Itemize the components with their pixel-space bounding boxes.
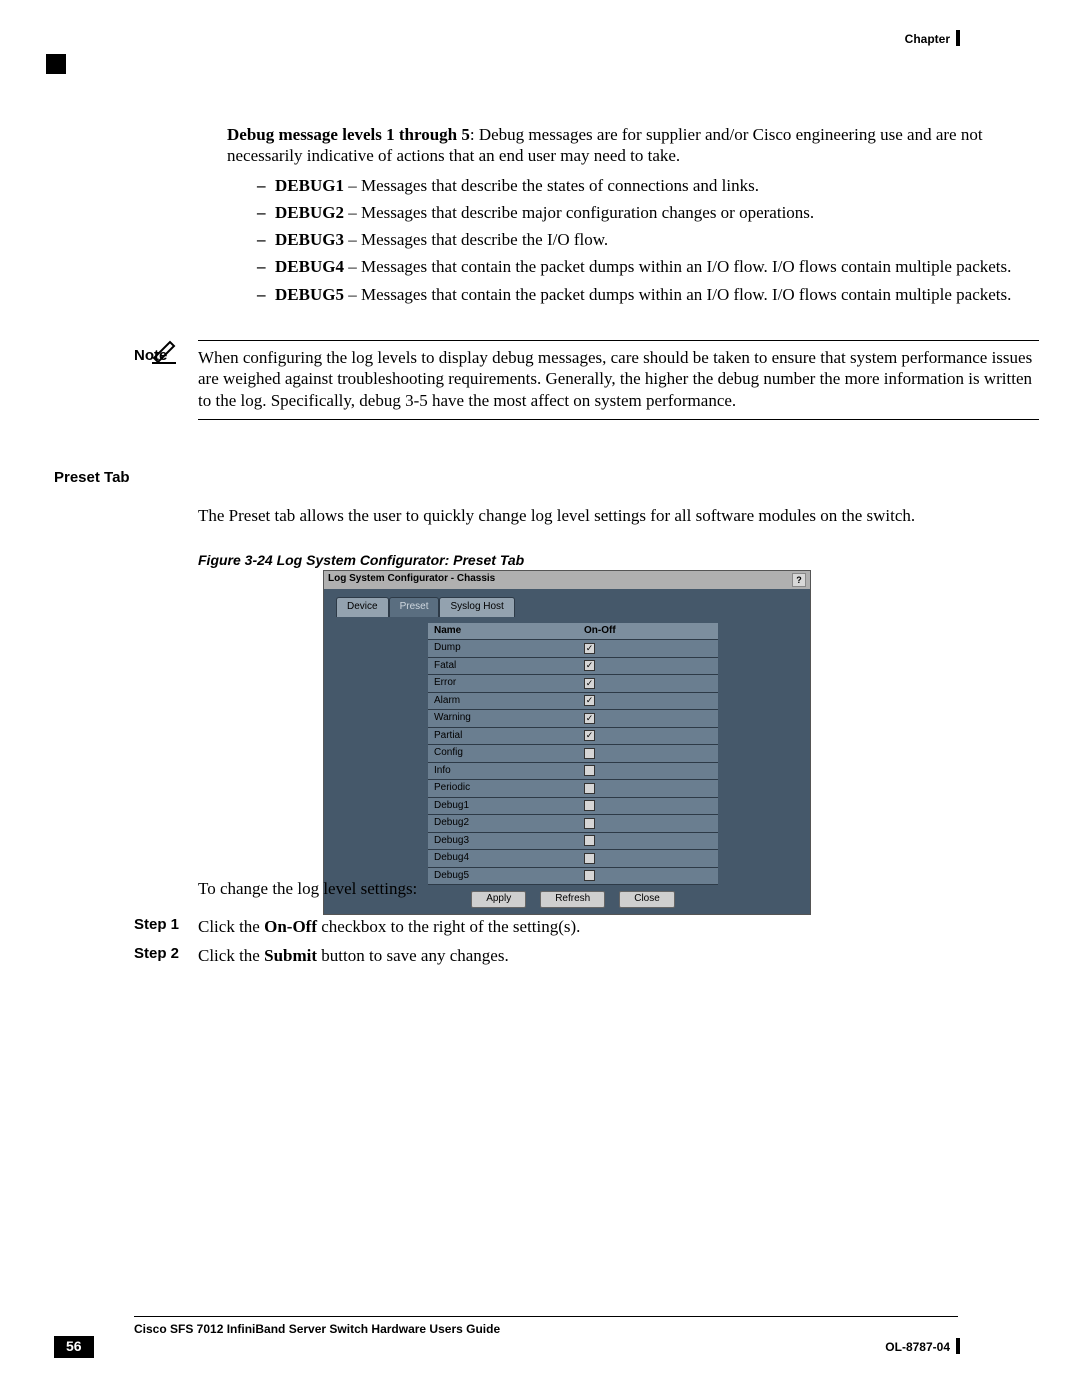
header-bar-decoration bbox=[956, 30, 960, 46]
preset-row: Periodic bbox=[428, 780, 718, 798]
preset-row: Fatal ✓ bbox=[428, 658, 718, 676]
window-title: Log System Configurator - Chassis bbox=[328, 573, 495, 587]
debug-bullet-list: –DEBUG1 – Messages that describe the sta… bbox=[257, 175, 1037, 305]
onoff-checkbox[interactable] bbox=[584, 783, 595, 794]
bullet-text: DEBUG5 – Messages that contain the packe… bbox=[275, 284, 1037, 305]
footer-doc-id: OL-8787-04 bbox=[885, 1340, 950, 1355]
help-button[interactable]: ? bbox=[792, 573, 806, 587]
preset-row: Warning ✓ bbox=[428, 710, 718, 728]
preset-row: Error ✓ bbox=[428, 675, 718, 693]
preset-tab-heading: Preset Tab bbox=[54, 469, 130, 488]
steps-list: Step 1Click the On-Off checkbox to the r… bbox=[134, 916, 1034, 975]
bullet-text: DEBUG3 – Messages that describe the I/O … bbox=[275, 229, 1037, 250]
preset-row: Debug2 bbox=[428, 815, 718, 833]
onoff-checkbox[interactable] bbox=[584, 853, 595, 864]
change-settings-lead: To change the log level settings: bbox=[198, 878, 1038, 899]
preset-row: Debug3 bbox=[428, 833, 718, 851]
preset-row-name: Dump bbox=[428, 640, 578, 657]
preset-row-name: Debug3 bbox=[428, 833, 578, 850]
preset-row-name: Warning bbox=[428, 710, 578, 727]
onoff-checkbox[interactable] bbox=[584, 800, 595, 811]
bullet-dash: – bbox=[257, 202, 275, 223]
col-header-name: Name bbox=[428, 623, 578, 640]
onoff-checkbox[interactable]: ✓ bbox=[584, 643, 595, 654]
preset-row-name: Error bbox=[428, 675, 578, 692]
preset-row-name: Debug2 bbox=[428, 815, 578, 832]
onoff-checkbox[interactable] bbox=[584, 818, 595, 829]
corner-square-decoration bbox=[46, 54, 66, 74]
step-row: Step 1Click the On-Off checkbox to the r… bbox=[134, 916, 1034, 937]
bullet-dash: – bbox=[257, 175, 275, 196]
preset-row: Alarm ✓ bbox=[428, 693, 718, 711]
debug-bullet-item: –DEBUG2 – Messages that describe major c… bbox=[257, 202, 1037, 223]
debug-bullet-item: –DEBUG3 – Messages that describe the I/O… bbox=[257, 229, 1037, 250]
onoff-checkbox[interactable]: ✓ bbox=[584, 678, 595, 689]
preset-tab-intro: The Preset tab allows the user to quickl… bbox=[198, 505, 1038, 526]
onoff-checkbox[interactable]: ✓ bbox=[584, 695, 595, 706]
tab-preset[interactable]: Preset bbox=[389, 597, 440, 617]
step-text: Click the Submit button to save any chan… bbox=[198, 945, 1034, 966]
step-row: Step 2Click the Submit button to save an… bbox=[134, 945, 1034, 966]
debug-intro-bold: Debug message levels 1 through 5 bbox=[227, 125, 470, 144]
onoff-checkbox[interactable]: ✓ bbox=[584, 713, 595, 724]
log-configurator-window: Log System Configurator - Chassis ? Devi… bbox=[323, 570, 811, 915]
preset-row-name: Info bbox=[428, 763, 578, 780]
bullet-dash: – bbox=[257, 284, 275, 305]
footer-rule bbox=[134, 1316, 958, 1317]
preset-row: Info bbox=[428, 763, 718, 781]
preset-row: Config bbox=[428, 745, 718, 763]
footer-bar-decoration bbox=[956, 1338, 960, 1354]
preset-row-name: Alarm bbox=[428, 693, 578, 710]
preset-row-name: Periodic bbox=[428, 780, 578, 797]
preset-row: Dump ✓ bbox=[428, 640, 718, 658]
note-block: Note When configuring the log levels to … bbox=[134, 340, 1039, 420]
preset-row: Partial ✓ bbox=[428, 728, 718, 746]
debug-bullet-item: –DEBUG5 – Messages that contain the pack… bbox=[257, 284, 1037, 305]
debug-intro-block: Debug message levels 1 through 5: Debug … bbox=[227, 124, 1037, 311]
step-label: Step 1 bbox=[134, 916, 198, 937]
step-label: Step 2 bbox=[134, 945, 198, 966]
preset-row-name: Debug4 bbox=[428, 850, 578, 867]
tab-device[interactable]: Device bbox=[336, 597, 389, 617]
bullet-text: DEBUG4 – Messages that contain the packe… bbox=[275, 256, 1037, 277]
col-header-onoff: On-Off bbox=[578, 623, 718, 640]
onoff-checkbox[interactable]: ✓ bbox=[584, 730, 595, 741]
preset-row: Debug1 bbox=[428, 798, 718, 816]
debug-intro: Debug message levels 1 through 5: Debug … bbox=[227, 124, 1037, 167]
preset-row-name: Fatal bbox=[428, 658, 578, 675]
preset-row-name: Debug1 bbox=[428, 798, 578, 815]
onoff-checkbox[interactable]: ✓ bbox=[584, 660, 595, 671]
figure-caption: Figure 3-24 Log System Configurator: Pre… bbox=[198, 552, 524, 570]
bullet-text: DEBUG2 – Messages that describe major co… bbox=[275, 202, 1037, 223]
onoff-checkbox[interactable] bbox=[584, 835, 595, 846]
chapter-header: Chapter bbox=[905, 32, 950, 47]
bullet-text: DEBUG1 – Messages that describe the stat… bbox=[275, 175, 1037, 196]
debug-bullet-item: –DEBUG4 – Messages that contain the pack… bbox=[257, 256, 1037, 277]
footer-title: Cisco SFS 7012 InfiniBand Server Switch … bbox=[134, 1322, 500, 1337]
preset-row: Debug4 bbox=[428, 850, 718, 868]
note-text: When configuring the log levels to displ… bbox=[198, 347, 1039, 411]
step-text: Click the On-Off checkbox to the right o… bbox=[198, 916, 1034, 937]
debug-bullet-item: –DEBUG1 – Messages that describe the sta… bbox=[257, 175, 1037, 196]
preset-row-name: Config bbox=[428, 745, 578, 762]
bullet-dash: – bbox=[257, 256, 275, 277]
preset-table: Name On-Off Dump✓Fatal✓Error✓Alarm✓Warni… bbox=[428, 623, 718, 886]
onoff-checkbox[interactable] bbox=[584, 765, 595, 776]
tab-bar: Device Preset Syslog Host bbox=[336, 597, 806, 617]
note-icon bbox=[150, 336, 178, 369]
preset-row-name: Partial bbox=[428, 728, 578, 745]
onoff-checkbox[interactable] bbox=[584, 748, 595, 759]
bullet-dash: – bbox=[257, 229, 275, 250]
page-number: 56 bbox=[54, 1336, 94, 1358]
tab-syslog[interactable]: Syslog Host bbox=[439, 597, 514, 617]
